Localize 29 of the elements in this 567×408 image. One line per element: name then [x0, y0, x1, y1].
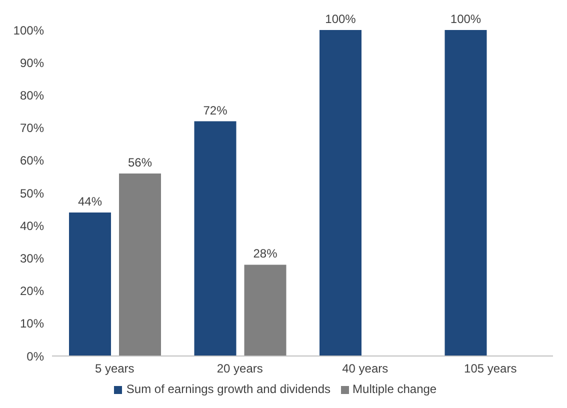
y-tick-label: 70% [20, 121, 44, 136]
bar [194, 121, 236, 356]
legend-label: Sum of earnings growth and dividends [126, 382, 331, 396]
data-label: 100% [450, 12, 482, 26]
data-label: 44% [78, 194, 102, 209]
y-tick-label: 90% [20, 56, 44, 70]
bar [69, 212, 111, 356]
y-tick-label: 100% [13, 23, 44, 38]
bar [320, 30, 362, 356]
bar [444, 30, 487, 356]
data-label: 72% [203, 103, 228, 118]
y-tick-label: 30% [20, 251, 44, 266]
data-label: 56% [128, 155, 152, 170]
y-tick-label: 0% [26, 349, 44, 364]
y-tick-label: 50% [20, 186, 44, 200]
x-tick-label: 5 years [94, 362, 134, 376]
data-label: 100% [325, 12, 356, 26]
y-tick-label: 80% [20, 88, 44, 102]
y-tick-label: 10% [20, 316, 44, 331]
data-label: 28% [253, 246, 278, 261]
y-tick-label: 60% [20, 154, 44, 168]
x-tick-label: 40 years [342, 362, 388, 376]
legend-label: Multiple change [352, 382, 437, 396]
x-tick-label: 20 years [216, 362, 263, 376]
x-tick-label: 105 years [464, 362, 517, 376]
y-tick-label: 40% [20, 218, 44, 233]
y-tick-label: 20% [20, 284, 44, 298]
bar [119, 173, 161, 356]
bar [244, 264, 286, 356]
